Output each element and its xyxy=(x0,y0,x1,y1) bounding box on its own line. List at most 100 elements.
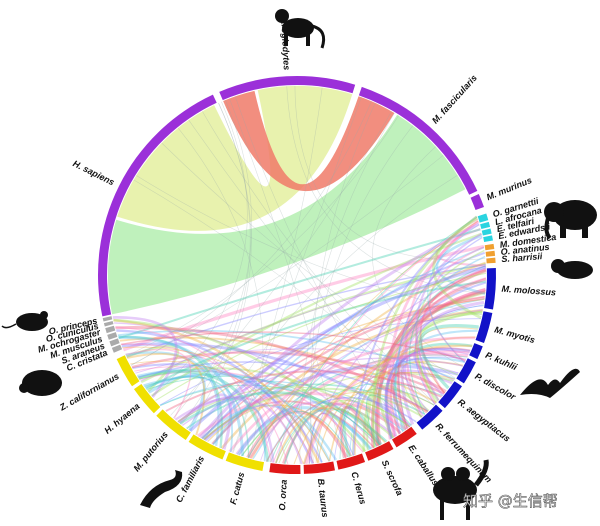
link xyxy=(126,263,486,358)
link xyxy=(275,382,443,463)
link xyxy=(201,295,485,439)
link xyxy=(366,310,483,451)
node-arc xyxy=(480,221,491,230)
link xyxy=(238,309,483,456)
link xyxy=(302,344,473,465)
link xyxy=(211,296,485,445)
link xyxy=(122,346,330,462)
node-label: B. taurus xyxy=(316,478,330,518)
link xyxy=(266,391,429,462)
link xyxy=(145,375,233,453)
node-arc xyxy=(392,426,417,448)
node-arc xyxy=(336,453,366,470)
link xyxy=(155,272,487,401)
link xyxy=(181,357,463,426)
link xyxy=(396,290,486,430)
link xyxy=(138,367,395,439)
link xyxy=(241,354,468,457)
link xyxy=(136,175,482,315)
link xyxy=(137,361,429,412)
link xyxy=(370,277,487,449)
link xyxy=(384,369,453,437)
node-arc xyxy=(303,461,335,474)
node-arc xyxy=(358,86,478,195)
link xyxy=(246,410,348,459)
link xyxy=(373,270,487,448)
link xyxy=(125,348,192,419)
link xyxy=(374,357,466,446)
link xyxy=(160,384,381,446)
link xyxy=(385,287,486,440)
link xyxy=(202,111,436,405)
link xyxy=(115,326,428,414)
link xyxy=(121,331,466,361)
link xyxy=(272,218,478,463)
link xyxy=(308,412,354,464)
link xyxy=(282,402,402,464)
node-label: F. catus xyxy=(228,471,246,505)
link xyxy=(303,267,487,465)
link xyxy=(392,281,487,434)
link xyxy=(274,406,386,464)
link xyxy=(178,393,233,450)
arcs xyxy=(98,75,497,474)
link xyxy=(404,348,469,417)
link xyxy=(140,265,486,382)
link xyxy=(117,329,456,380)
link xyxy=(177,127,264,458)
link xyxy=(201,251,486,440)
node-label: O. orca xyxy=(277,479,289,511)
link xyxy=(265,396,417,462)
link xyxy=(188,119,422,418)
tasmanian-devil-icon xyxy=(551,259,593,279)
link xyxy=(151,232,482,397)
link xyxy=(201,404,331,462)
link xyxy=(247,410,352,458)
node-arc xyxy=(438,381,462,409)
link xyxy=(113,319,320,464)
ferret-icon xyxy=(140,470,183,508)
link xyxy=(121,342,412,428)
node-label: P. discolor xyxy=(473,371,517,402)
node-label: M. molossus xyxy=(501,284,556,298)
link xyxy=(203,400,375,449)
node-arc xyxy=(188,434,226,460)
link xyxy=(352,215,478,456)
node-arc xyxy=(486,257,496,264)
link xyxy=(339,387,435,460)
node-arc xyxy=(483,235,493,243)
link xyxy=(187,102,252,430)
link xyxy=(333,356,467,461)
link xyxy=(286,86,486,295)
link xyxy=(252,298,485,460)
node-label: M. myotis xyxy=(493,324,536,345)
node-label: H. sapiens xyxy=(71,158,116,187)
node-arc xyxy=(456,358,476,384)
link xyxy=(212,246,485,446)
link xyxy=(418,327,479,394)
node-arc xyxy=(116,355,140,387)
monkey-icon xyxy=(275,9,326,49)
bat-icon xyxy=(520,368,580,398)
link xyxy=(228,336,476,453)
node-arc xyxy=(481,228,492,236)
link xyxy=(299,112,395,464)
link xyxy=(197,391,407,438)
mouse-icon xyxy=(1,311,48,331)
link xyxy=(181,102,251,425)
link xyxy=(435,227,486,267)
link xyxy=(173,99,252,419)
link xyxy=(352,372,454,456)
node-arc xyxy=(98,94,217,317)
link xyxy=(126,115,399,357)
link xyxy=(137,368,338,461)
link xyxy=(143,373,373,450)
link xyxy=(305,350,470,465)
link xyxy=(415,249,485,404)
link xyxy=(390,372,447,429)
link xyxy=(328,336,476,462)
link xyxy=(159,318,481,406)
link xyxy=(249,261,486,459)
node-arc xyxy=(225,452,265,471)
